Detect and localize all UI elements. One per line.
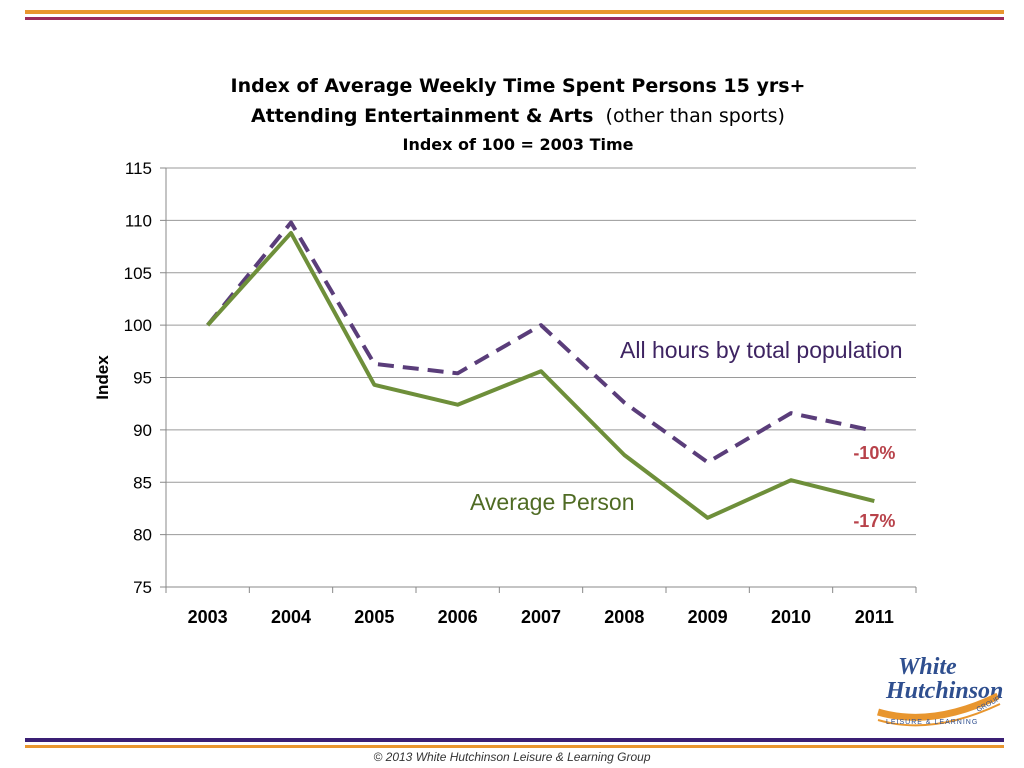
series-end-label-0: -10% bbox=[853, 443, 895, 463]
series-end-label-1: -17% bbox=[853, 511, 895, 531]
logo-tagline: LEISURE & LEARNING bbox=[886, 719, 978, 726]
bottom-purple-rule bbox=[25, 738, 1004, 742]
x-tick-label-2003: 2003 bbox=[188, 607, 228, 627]
logo-swoosh bbox=[877, 692, 1000, 721]
white-hutchinson-logo: White Hutchinson LEISURE & LEARNING GROU… bbox=[877, 654, 1003, 727]
series-layer bbox=[206, 220, 875, 520]
x-tick-label-2006: 2006 bbox=[438, 607, 478, 627]
chart-subtitle: Index of 100 = 2003 Time bbox=[402, 135, 633, 154]
chart-title-line2-bold: Attending Entertainment & Arts bbox=[251, 105, 593, 127]
y-tick-label-75: 75 bbox=[133, 578, 152, 597]
chart-title-line2: Attending Entertainment & Arts (other th… bbox=[251, 105, 785, 127]
top-orange-rule bbox=[25, 10, 1004, 14]
y-tick-label-80: 80 bbox=[133, 526, 152, 545]
line-chart: Index of Average Weekly Time Spent Perso… bbox=[93, 75, 917, 627]
chart-title-line1: Index of Average Weekly Time Spent Perso… bbox=[231, 75, 806, 97]
x-tick-label-2007: 2007 bbox=[521, 607, 561, 627]
y-tick-label-105: 105 bbox=[124, 264, 152, 283]
x-tick-label-2010: 2010 bbox=[771, 607, 811, 627]
x-tick-label-2004: 2004 bbox=[271, 607, 311, 627]
logo-swoosh-thin bbox=[877, 703, 1001, 727]
y-axis-label: Index bbox=[93, 355, 112, 400]
y-tick-label-85: 85 bbox=[133, 473, 152, 492]
series-name-0: All hours by total population bbox=[620, 337, 903, 363]
x-tick-label-2008: 2008 bbox=[604, 607, 644, 627]
series-name-1: Average Person bbox=[470, 489, 635, 515]
x-tick-label-2009: 2009 bbox=[688, 607, 728, 627]
y-tick-labels: 75 80 85 90 95 100 105 110 115 bbox=[124, 159, 152, 597]
bottom-orange-rule bbox=[25, 745, 1004, 748]
x-tick-labels: 2003 2004 2005 2006 2007 2008 2009 2010 2011 bbox=[188, 607, 894, 627]
x-tick-label-2011: 2011 bbox=[855, 607, 894, 627]
y-tick-label-100: 100 bbox=[124, 316, 152, 335]
chart-title-line2-normal: (other than sports) bbox=[606, 105, 785, 127]
copyright-footer: © 2013 White Hutchinson Leisure & Learni… bbox=[373, 750, 651, 764]
y-tick-label-95: 95 bbox=[133, 369, 152, 388]
top-purple-rule bbox=[25, 17, 1004, 20]
logo-word-white: White bbox=[898, 654, 957, 680]
series-line-0 bbox=[206, 220, 875, 465]
series-line-1 bbox=[206, 230, 875, 520]
gridlines bbox=[160, 167, 917, 593]
x-tick-label-2005: 2005 bbox=[354, 607, 394, 627]
y-tick-label-90: 90 bbox=[133, 421, 152, 440]
y-tick-label-115: 115 bbox=[125, 159, 152, 178]
series-labels: All hours by total population -10% Average… bbox=[470, 337, 903, 531]
y-tick-label-110: 110 bbox=[125, 211, 152, 230]
